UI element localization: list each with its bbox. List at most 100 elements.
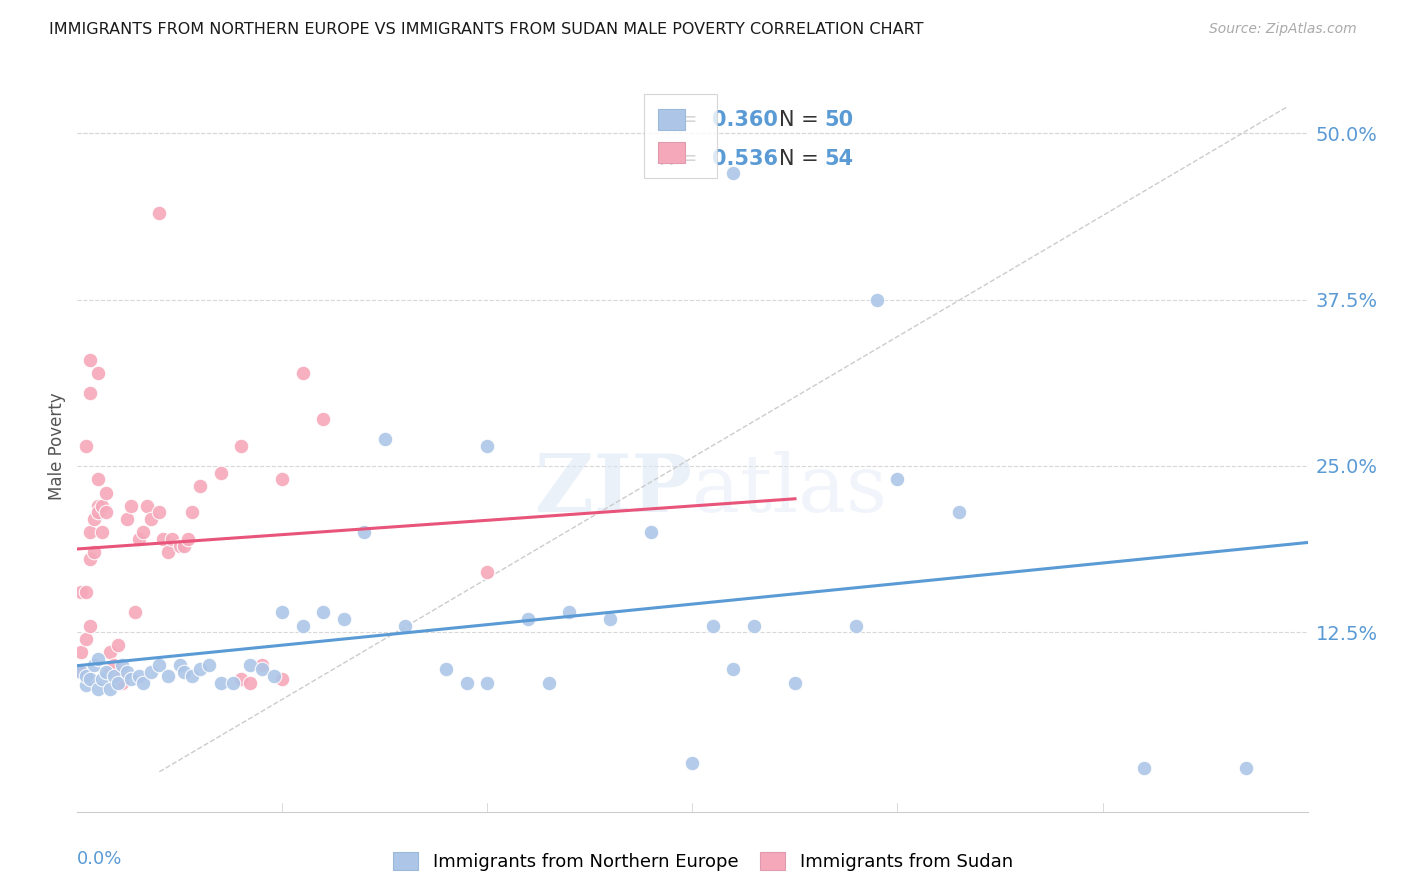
Point xyxy=(209,466,232,480)
Point xyxy=(120,499,142,513)
Y-axis label: Male Poverty: Male Poverty xyxy=(48,392,66,500)
Point xyxy=(181,669,204,683)
Text: 0.536: 0.536 xyxy=(711,150,778,169)
Point xyxy=(682,756,704,770)
Point xyxy=(188,662,212,676)
Text: IMMIGRANTS FROM NORTHERN EUROPE VS IMMIGRANTS FROM SUDAN MALE POVERTY CORRELATIO: IMMIGRANTS FROM NORTHERN EUROPE VS IMMIG… xyxy=(49,22,924,37)
Point xyxy=(291,366,314,380)
Point xyxy=(98,645,121,659)
Point xyxy=(94,506,117,520)
Point xyxy=(783,675,806,690)
Point xyxy=(353,525,375,540)
Point xyxy=(94,665,117,679)
Point xyxy=(79,552,101,566)
Point xyxy=(90,672,114,686)
Point xyxy=(239,658,262,673)
Point xyxy=(148,206,170,220)
Point xyxy=(374,433,396,447)
Point xyxy=(1234,761,1257,775)
Point xyxy=(197,658,219,673)
Point xyxy=(477,675,499,690)
Point xyxy=(271,672,294,686)
Point xyxy=(188,479,212,493)
Point xyxy=(136,499,159,513)
Text: 0.0%: 0.0% xyxy=(77,850,122,868)
Point xyxy=(115,665,138,679)
Point xyxy=(75,632,97,646)
Point xyxy=(90,525,114,540)
Point xyxy=(75,439,97,453)
Point xyxy=(742,618,765,632)
Point xyxy=(1132,761,1154,775)
Point xyxy=(79,385,101,400)
Point xyxy=(477,439,499,453)
Point xyxy=(141,665,163,679)
Point xyxy=(128,669,150,683)
Point xyxy=(845,618,868,632)
Point xyxy=(723,166,745,180)
Point xyxy=(640,525,662,540)
Point xyxy=(111,675,134,690)
Point xyxy=(456,675,478,690)
Point xyxy=(107,639,129,653)
Point xyxy=(312,605,335,619)
Point xyxy=(173,539,195,553)
Text: R =: R = xyxy=(659,150,704,169)
Point xyxy=(107,672,129,686)
Point xyxy=(75,678,97,692)
Point xyxy=(263,669,285,683)
Point xyxy=(209,675,232,690)
Point xyxy=(312,412,335,426)
Point xyxy=(128,532,150,546)
Point xyxy=(79,618,101,632)
Text: N =: N = xyxy=(779,150,825,169)
Point xyxy=(181,506,204,520)
Point xyxy=(111,658,134,673)
Point xyxy=(156,545,179,559)
Text: 50: 50 xyxy=(825,110,853,130)
Text: 0.360: 0.360 xyxy=(711,110,778,130)
Point xyxy=(333,612,356,626)
Point xyxy=(477,566,499,580)
Point xyxy=(70,585,93,599)
Point xyxy=(98,682,121,697)
Point xyxy=(103,658,125,673)
Point xyxy=(79,525,101,540)
Point xyxy=(222,675,245,690)
Text: 54: 54 xyxy=(825,150,853,169)
Legend: , : , xyxy=(644,95,717,178)
Point xyxy=(271,472,294,486)
Point xyxy=(111,665,134,679)
Point xyxy=(239,675,262,690)
Point xyxy=(250,658,273,673)
Point xyxy=(70,665,93,679)
Point xyxy=(90,499,114,513)
Point xyxy=(75,669,97,683)
Point xyxy=(79,352,101,367)
Point xyxy=(83,658,105,673)
Point xyxy=(94,485,117,500)
Point xyxy=(291,618,314,632)
Point xyxy=(132,675,155,690)
Point xyxy=(558,605,581,619)
Point xyxy=(87,499,110,513)
Point xyxy=(70,665,93,679)
Point xyxy=(83,545,105,559)
Point xyxy=(124,605,146,619)
Point xyxy=(120,672,142,686)
Point xyxy=(886,472,908,486)
Point xyxy=(160,532,183,546)
Point xyxy=(723,662,745,676)
Point xyxy=(148,658,170,673)
Point xyxy=(75,585,97,599)
Point xyxy=(87,472,110,486)
Point xyxy=(148,506,170,520)
Point xyxy=(250,662,273,676)
Point xyxy=(173,665,195,679)
Text: R =: R = xyxy=(659,110,704,130)
Point xyxy=(70,645,93,659)
Point xyxy=(132,525,155,540)
Point xyxy=(115,512,138,526)
Point xyxy=(87,506,110,520)
Point xyxy=(231,439,253,453)
